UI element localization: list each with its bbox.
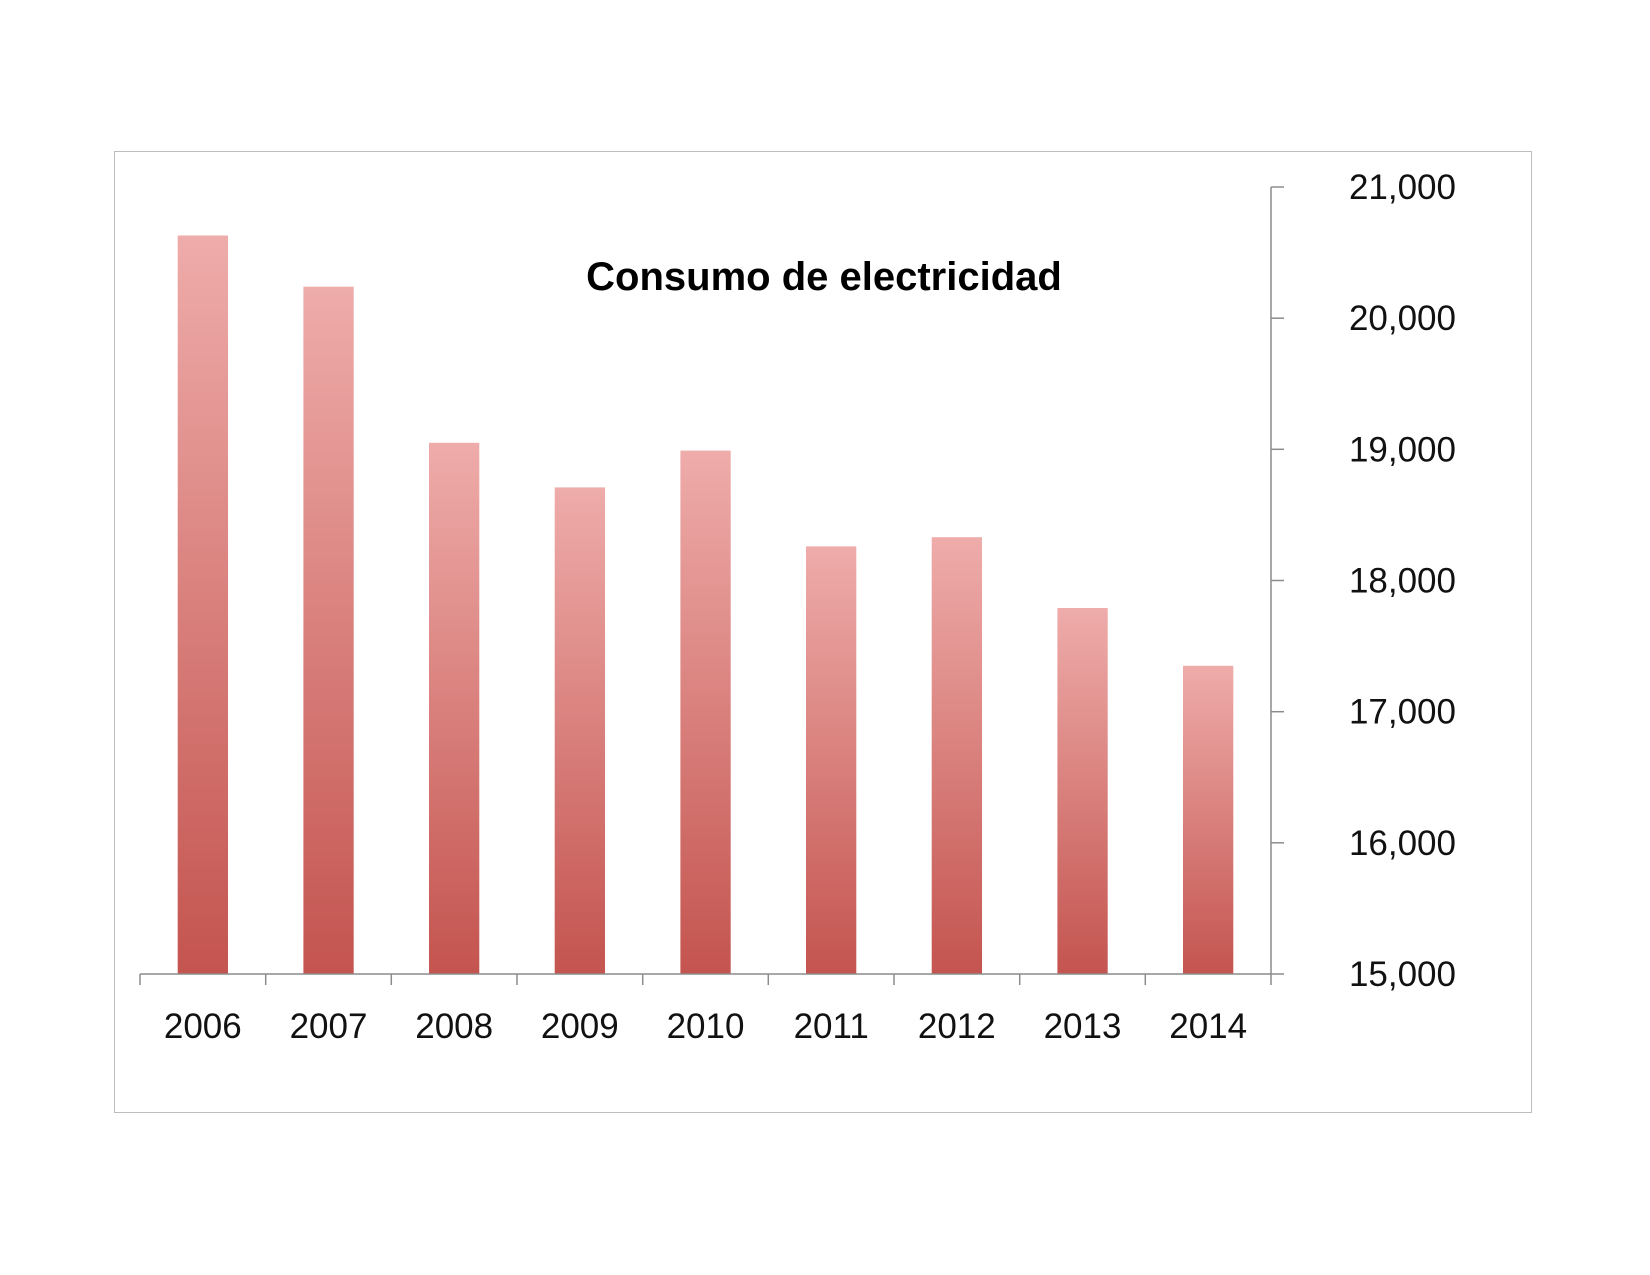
x-tick-label-2013: 2013 <box>1044 1007 1122 1046</box>
labels-layer: 2006 2007 2008 2009 2010 2011 2012 2013 2014 15,0… <box>164 168 1456 1046</box>
x-tick-label-2011: 2011 <box>794 1007 869 1046</box>
x-tick-label-2010: 2010 <box>667 1007 745 1046</box>
x-tick-label-2012: 2012 <box>918 1007 996 1046</box>
x-tick-label-2009: 2009 <box>541 1007 619 1046</box>
y-tick-label: 19,000 <box>1349 430 1456 469</box>
x-tick-label-2008: 2008 <box>415 1007 493 1046</box>
bars-layer <box>177 235 1234 975</box>
bar-2009 <box>554 487 605 974</box>
bar-2008 <box>429 442 480 974</box>
ticks-layer <box>139 186 1284 985</box>
y-tick-label: 16,000 <box>1349 824 1456 863</box>
y-tick-label: 21,000 <box>1349 168 1456 207</box>
bar-2013 <box>1057 608 1108 974</box>
bar-2014 <box>1183 665 1234 974</box>
x-tick-label-2007: 2007 <box>290 1007 368 1046</box>
x-tick-label-2006: 2006 <box>164 1007 242 1046</box>
chart-frame: 2006 2007 2008 2009 2010 2011 2012 2013 2014 15,0… <box>114 151 1532 1113</box>
y-tick-label: 20,000 <box>1349 299 1456 338</box>
bar-2011 <box>806 546 857 974</box>
x-tick-label-2014: 2014 <box>1169 1007 1247 1046</box>
bar-2010 <box>680 450 731 975</box>
bar-2006 <box>177 235 228 974</box>
y-tick-label: 17,000 <box>1349 693 1456 732</box>
y-tick-label: 15,000 <box>1349 955 1456 994</box>
chart-title: Consumo de electricidad <box>586 255 1062 299</box>
y-tick-label: 18,000 <box>1349 562 1456 601</box>
bar-2007 <box>303 286 354 974</box>
bar-2012 <box>931 537 982 974</box>
bar-chart: 2006 2007 2008 2009 2010 2011 2012 2013 2014 15,0… <box>139 168 1456 1046</box>
